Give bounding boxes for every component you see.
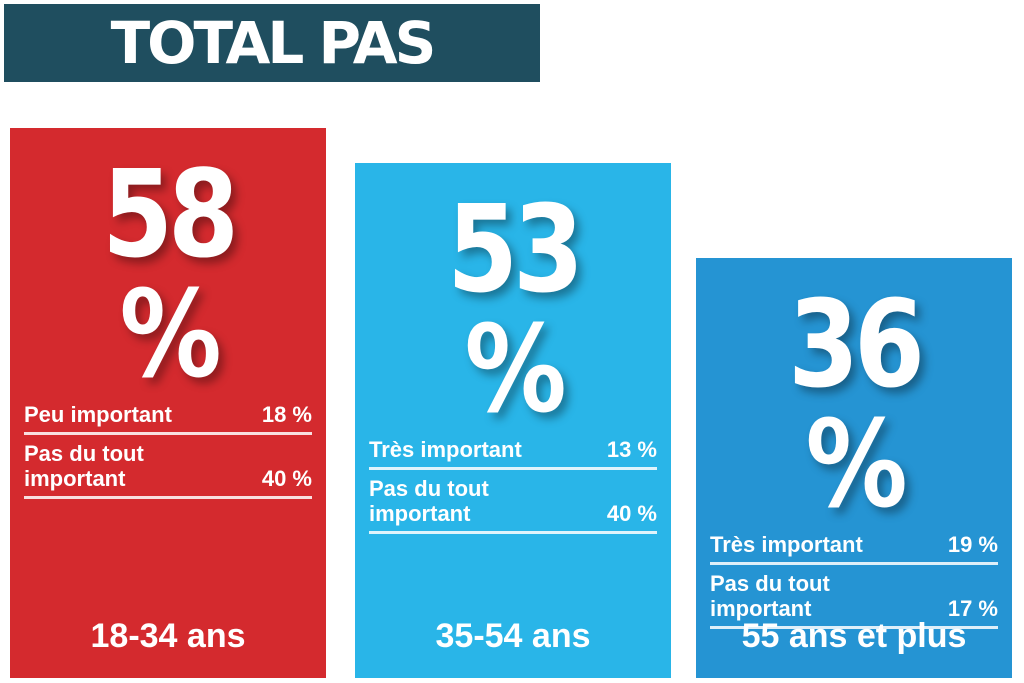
- breakdown-row: Pas du tout important 17 %: [710, 565, 998, 629]
- age-group: 55 ans et plus: [741, 617, 967, 655]
- breakdown-row: Très important 19 %: [710, 526, 998, 565]
- breakdown-value: 19 %: [947, 532, 998, 557]
- panel: 36 % Très important 19 % Pas du tout import…: [696, 258, 1012, 678]
- breakdown-label: Pas du tout important: [710, 571, 830, 621]
- age-group: 35-54 ans: [435, 617, 591, 655]
- breakdown-value: 18 %: [261, 402, 312, 427]
- breakdown-label: Peu important: [24, 402, 172, 427]
- breakdown-row: Pas du tout important 40 %: [24, 435, 312, 499]
- breakdown-value: 17 %: [947, 596, 998, 621]
- breakdown-row: Très important 13 %: [369, 431, 657, 470]
- age-group: 18-34 ans: [90, 617, 246, 655]
- title: TOTAL PAS IMPORTANT: [4, 4, 540, 155]
- breakdown-value: 40 %: [261, 466, 312, 491]
- breakdown-value: 40 %: [606, 501, 657, 526]
- panel: 58 % Peu important 18 % Pas du tout importa…: [10, 128, 326, 678]
- breakdown-value: 13 %: [606, 437, 657, 462]
- total-percent: 58 %: [102, 146, 239, 405]
- breakdown-row: Peu important 18 %: [24, 396, 312, 435]
- breakdown-label: Très important: [369, 437, 522, 462]
- breakdown-label: Pas du tout important: [24, 441, 144, 491]
- breakdown-row: Pas du tout important 40 %: [369, 470, 657, 534]
- total-percent: 53 %: [447, 181, 584, 440]
- breakdown-label: Pas du tout important: [369, 476, 489, 526]
- panel: 53 % Très important 13 % Pas du tout import…: [355, 163, 671, 678]
- total-percent: 36 %: [788, 276, 925, 535]
- breakdown-label: Très important: [710, 532, 863, 557]
